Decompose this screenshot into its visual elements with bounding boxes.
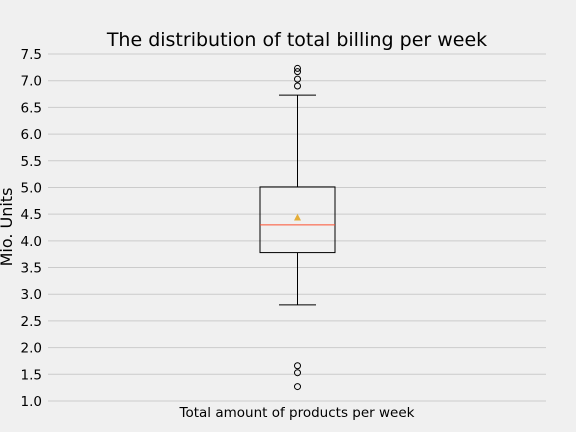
y-tick-label: 4.0 bbox=[21, 234, 42, 250]
outlier-point bbox=[294, 68, 301, 76]
iqr-box bbox=[259, 186, 336, 254]
outlier-point bbox=[294, 64, 301, 72]
y-tick-label: 6.0 bbox=[21, 127, 42, 143]
outlier-point bbox=[294, 82, 301, 90]
y-tick-label: 7.0 bbox=[21, 74, 42, 90]
y-tick-label: 2.5 bbox=[21, 314, 42, 330]
y-tick-label: 5.5 bbox=[21, 154, 42, 170]
box-plot bbox=[259, 64, 336, 391]
outlier-point bbox=[294, 362, 301, 370]
chart-title: The distribution of total billing per we… bbox=[106, 29, 487, 51]
y-tick-label: 1.0 bbox=[21, 394, 42, 410]
y-tick-label: 7.5 bbox=[21, 47, 42, 63]
y-tick-label: 2.0 bbox=[21, 341, 42, 357]
outlier-point bbox=[294, 75, 301, 83]
y-tick-label: 1.5 bbox=[21, 367, 42, 383]
y-axis-label: Mio. Units bbox=[0, 188, 16, 267]
y-tick-label: 5.0 bbox=[21, 180, 42, 196]
x-category-label: Total amount of products per week bbox=[179, 405, 415, 421]
mean-marker bbox=[294, 213, 301, 221]
outlier-point bbox=[294, 383, 301, 391]
y-tick-label: 4.5 bbox=[21, 207, 42, 223]
y-tick-labels: 1.0 1.5 2.0 2.5 3.0 3.5 4.0 4.5 5.0 5.5 6.0 6.5 7.0 7… bbox=[21, 47, 42, 410]
outlier-point bbox=[294, 369, 301, 377]
y-tick-label: 3.5 bbox=[21, 261, 42, 277]
y-tick-label: 3.0 bbox=[21, 287, 42, 303]
y-tick-label: 6.5 bbox=[21, 100, 42, 116]
